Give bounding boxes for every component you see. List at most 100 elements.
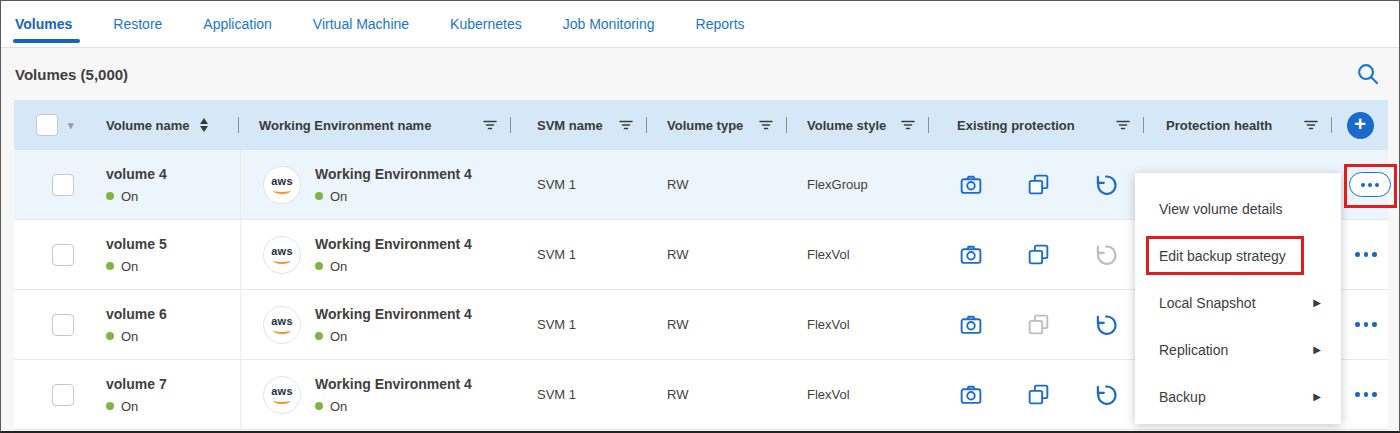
menu-item-edit-backup-strategy[interactable]: Edit backup strategy <box>1135 232 1341 279</box>
header-volume-type: Volume type <box>649 100 789 150</box>
working-environment-name: Working Environment 4 <box>315 376 472 392</box>
submenu-arrow-icon: ▶ <box>1313 344 1321 355</box>
replication-copy-icon[interactable] <box>1025 382 1052 407</box>
snapshot-camera-icon[interactable] <box>957 312 985 337</box>
row-menu-ellipsis-icon[interactable] <box>1349 172 1391 197</box>
tab-job-monitoring[interactable]: Job Monitoring <box>563 1 655 47</box>
header-divider <box>646 117 647 133</box>
volume-state: On <box>121 399 138 414</box>
row-checkbox[interactable] <box>52 174 74 196</box>
table-header-row: ▾ Volume name Working Environment name S… <box>14 100 1388 150</box>
row-actions-cell <box>1334 172 1388 197</box>
snapshot-camera-icon[interactable] <box>957 242 985 267</box>
svm-name-cell: SVM 1 <box>513 387 649 402</box>
filter-icon[interactable] <box>758 118 774 132</box>
backup-restore-icon[interactable] <box>1092 242 1120 268</box>
filter-icon[interactable] <box>1303 118 1319 132</box>
replication-copy-icon[interactable] <box>1025 172 1052 197</box>
menu-item-view-volume-details[interactable]: View volume details <box>1135 185 1341 232</box>
volume-name-cell: volume 7 On <box>90 360 241 429</box>
row-context-menu: View volume details Edit backup strategy… <box>1135 173 1341 424</box>
menu-item-label: Replication <box>1159 342 1228 358</box>
filter-icon[interactable] <box>482 118 498 132</box>
page-title: Volumes (5,000) <box>15 66 128 83</box>
status-dot <box>106 262 114 270</box>
menu-item-local-snapshot[interactable]: Local Snapshot ▶ <box>1135 279 1341 326</box>
volume-name: volume 7 <box>106 376 240 392</box>
volume-name: volume 6 <box>106 306 240 322</box>
row-checkbox[interactable] <box>52 384 74 406</box>
working-environment-cell: aws Working Environment 4 On <box>241 306 513 344</box>
we-state: On <box>330 399 347 414</box>
select-all-checkbox[interactable] <box>36 114 58 136</box>
existing-protection-cell <box>931 312 1146 338</box>
sort-icon[interactable] <box>200 118 208 132</box>
tab-kubernetes[interactable]: Kubernetes <box>450 1 522 47</box>
tab-reports[interactable]: Reports <box>696 1 745 47</box>
aws-provider-icon: aws <box>263 166 301 204</box>
header-protection-health: Protection health <box>1146 100 1334 150</box>
volume-style-cell: FlexVol <box>789 290 931 359</box>
aws-provider-icon: aws <box>263 236 301 274</box>
row-select-cell <box>14 220 90 289</box>
we-state: On <box>330 329 347 344</box>
backup-restore-icon[interactable] <box>1092 312 1120 338</box>
existing-protection-cell <box>931 172 1146 198</box>
select-menu-caret-icon[interactable]: ▾ <box>68 119 74 132</box>
working-environment-cell: aws Working Environment 4 On <box>241 376 513 414</box>
volume-name-cell: volume 5 On <box>90 220 241 289</box>
svm-name-cell: SVM 1 <box>513 317 649 332</box>
row-select-cell <box>14 290 90 359</box>
filter-icon[interactable] <box>900 118 916 132</box>
filter-icon[interactable] <box>1115 118 1131 132</box>
menu-item-backup[interactable]: Backup ▶ <box>1135 373 1341 420</box>
row-menu-ellipsis-icon[interactable] <box>1355 392 1377 397</box>
volume-name: volume 5 <box>106 236 240 252</box>
header-divider <box>510 117 511 133</box>
app-window: Volumes Restore Application Virtual Mach… <box>0 0 1400 433</box>
replication-copy-icon[interactable] <box>1025 242 1052 267</box>
filter-icon[interactable] <box>618 118 634 132</box>
status-dot <box>315 192 323 200</box>
snapshot-camera-icon[interactable] <box>957 382 985 407</box>
snapshot-camera-icon[interactable] <box>957 172 985 197</box>
row-checkbox[interactable] <box>52 314 74 336</box>
replication-copy-icon[interactable] <box>1025 312 1052 337</box>
tab-virtual-machine[interactable]: Virtual Machine <box>313 1 409 47</box>
tab-restore[interactable]: Restore <box>113 1 162 47</box>
existing-protection-cell <box>931 382 1146 408</box>
header-select-all: ▾ <box>14 100 90 150</box>
menu-item-label: Local Snapshot <box>1159 295 1256 311</box>
header-health-label: Protection health <box>1166 118 1272 133</box>
volume-style-cell: FlexGroup <box>789 150 931 219</box>
svm-name-cell: SVM 1 <box>513 247 649 262</box>
aws-logo-text: aws <box>271 176 293 186</box>
backup-restore-icon[interactable] <box>1092 172 1120 198</box>
status-dot <box>315 262 323 270</box>
tab-bar: Volumes Restore Application Virtual Mach… <box>1 1 1399 48</box>
working-environment-cell: aws Working Environment 4 On <box>241 236 513 274</box>
row-menu-ellipsis-icon[interactable] <box>1355 252 1377 257</box>
volume-state: On <box>121 329 138 344</box>
we-state: On <box>330 189 347 204</box>
header-svm-name: SVM name <box>513 100 649 150</box>
header-working-environment: Working Environment name <box>241 100 513 150</box>
row-checkbox[interactable] <box>52 244 74 266</box>
header-protection-label: Existing protection <box>957 118 1075 133</box>
header-divider <box>238 117 239 133</box>
tab-application[interactable]: Application <box>203 1 272 47</box>
header-existing-protection: Existing protection <box>931 100 1146 150</box>
status-dot <box>106 332 114 340</box>
add-column-icon[interactable]: + <box>1347 112 1374 139</box>
header-divider <box>1331 117 1332 133</box>
submenu-arrow-icon: ▶ <box>1313 391 1321 402</box>
header-volume-style: Volume style <box>789 100 931 150</box>
tab-volumes[interactable]: Volumes <box>15 1 72 47</box>
header-type-label: Volume type <box>667 118 743 133</box>
backup-restore-icon[interactable] <box>1092 382 1120 408</box>
search-icon[interactable] <box>1354 61 1381 88</box>
volume-state: On <box>121 189 138 204</box>
menu-item-label: Backup <box>1159 389 1206 405</box>
row-menu-ellipsis-icon[interactable] <box>1355 322 1377 327</box>
menu-item-replication[interactable]: Replication ▶ <box>1135 326 1341 373</box>
